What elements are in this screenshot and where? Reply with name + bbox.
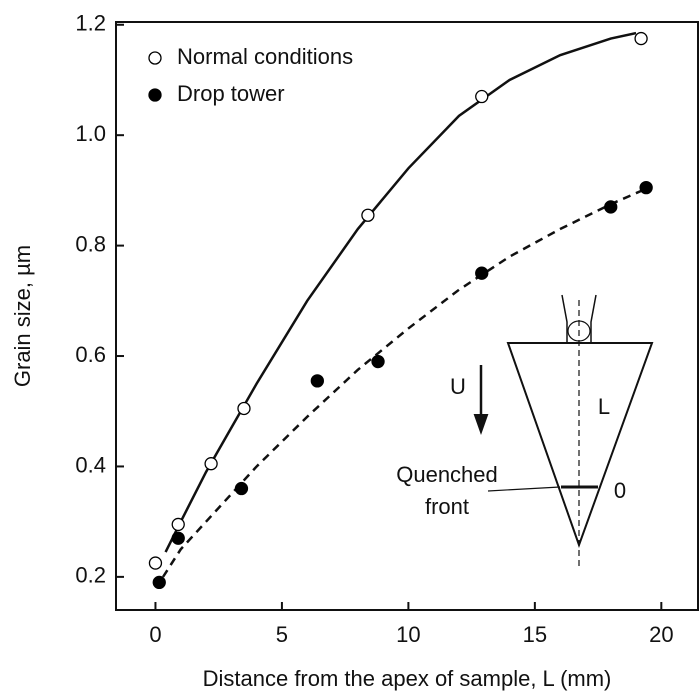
cone	[506, 342, 654, 548]
y-axis-label: Grain size, µm	[10, 245, 35, 387]
data-point	[237, 401, 251, 416]
data-point	[204, 457, 218, 471]
nozzle	[590, 294, 597, 343]
data-point	[604, 200, 618, 214]
y-tick-label: 0.8	[75, 231, 106, 256]
arrow-head	[473, 414, 489, 436]
data-point	[310, 374, 324, 388]
legend-marker	[148, 51, 162, 65]
x-tick-label: 20	[649, 622, 673, 647]
data-point	[361, 208, 375, 222]
y-tick-label: 0.6	[75, 342, 106, 367]
x-tick-label: 0	[149, 622, 161, 647]
data-point	[171, 517, 185, 532]
inset-label: U	[450, 374, 466, 399]
fit-curve	[161, 186, 650, 578]
x-tick-label: 5	[276, 622, 288, 647]
legend-label: Drop tower	[177, 81, 285, 106]
legend-label: Normal conditions	[177, 44, 353, 69]
y-tick-label: 0.2	[75, 563, 106, 588]
legend-marker	[148, 88, 162, 102]
data-point	[171, 531, 185, 545]
x-tick-label: 15	[523, 622, 547, 647]
data-point	[152, 575, 166, 590]
inset-diagram	[473, 294, 654, 568]
data-point	[639, 180, 653, 195]
leader-line	[487, 486, 561, 492]
y-tick-label: 0.4	[75, 452, 106, 477]
x-axis-label: Distance from the apex of sample, L (mm)	[203, 666, 612, 691]
inset-label: Quenched	[396, 462, 498, 487]
inset-label: 0	[614, 478, 626, 503]
y-tick-label: 1.0	[75, 121, 106, 146]
x-tick-label: 10	[396, 622, 420, 647]
data-point	[371, 354, 385, 369]
inset-label: front	[425, 494, 469, 519]
data-point	[148, 556, 163, 570]
data-point	[475, 266, 489, 280]
plot-frame	[115, 21, 699, 611]
coil	[567, 320, 591, 342]
data-point	[475, 89, 489, 104]
y-tick-label: 1.2	[75, 11, 106, 36]
nozzle	[561, 294, 568, 343]
fit-curve	[164, 31, 637, 553]
data-point	[634, 31, 648, 46]
data-point	[234, 481, 249, 496]
inset-label: L	[598, 394, 610, 419]
